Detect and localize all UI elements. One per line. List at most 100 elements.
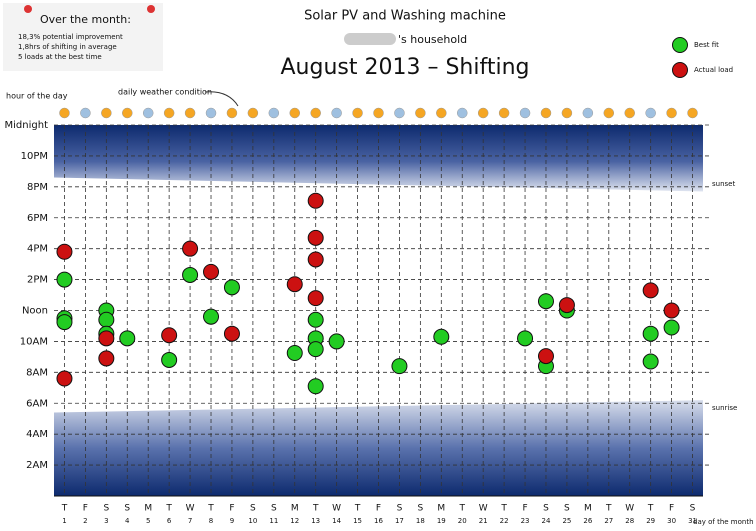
data-point [559,298,574,313]
summary-title: Over the month: [40,13,131,26]
legend-marker [673,63,688,78]
weekday-label: W [332,504,341,514]
y-tick-label: 4AM [26,429,48,440]
x-tick-label: 22 [500,517,509,525]
weather-icon [248,108,258,118]
weekday-label: T [354,504,361,514]
weekday-label: M [584,504,592,514]
weekday-label: M [144,504,152,514]
weather-icon [332,108,342,118]
y-tick-label: 4PM [27,244,48,255]
legend-label: Best fit [694,41,719,49]
data-point [308,230,323,245]
weather-icon [394,108,404,118]
weather-icon [646,108,656,118]
data-point [308,291,323,306]
weekday-label: T [647,504,654,514]
weather-icon [101,108,111,118]
weekday-label: S [564,504,570,514]
y-tick-label: 8PM [27,182,48,193]
weather-icon [457,108,467,118]
data-point [183,241,198,256]
weekday-label: M [291,504,299,514]
x-tick-label: 25 [562,517,571,525]
weekday-label: S [250,504,256,514]
data-point [538,294,553,309]
y-tick-label: 2PM [27,275,48,286]
x-tick-label: 11 [269,517,278,525]
weather-icon [499,108,509,118]
x-tick-label: 13 [311,517,320,525]
weekday-label: T [207,504,214,514]
weekday-label: F [669,504,674,514]
y-tick-label: 10AM [20,336,48,347]
x-tick-label: 6 [167,517,172,525]
weekday-label: F [83,504,88,514]
data-point [538,349,553,364]
weather-icon [688,108,698,118]
weather-icon [164,108,174,118]
data-point [183,267,198,282]
household: 's household [398,33,467,46]
data-point [120,331,135,346]
legend-marker [673,38,688,53]
weather-icon [122,108,132,118]
pin [147,5,155,13]
weekday-label: S [124,504,130,514]
data-point [308,252,323,267]
weekday-label: T [500,504,507,514]
weekday-label: S [103,504,109,514]
weather-icon [290,108,300,118]
weekday-label: S [397,504,403,514]
x-tick-label: 16 [374,517,383,525]
x-tick-label: 18 [416,517,425,525]
data-point [224,326,239,341]
data-point [57,371,72,386]
weekday-label: S [543,504,549,514]
weather-icon [478,108,488,118]
y-tick-label: Midnight [5,120,49,131]
x-tick-label: 12 [290,517,299,525]
summary-line: 5 loads at the best time [18,53,102,61]
data-point [643,354,658,369]
weather-icon [185,108,195,118]
weather-icon [80,108,90,118]
x-tick-label: 14 [332,517,341,525]
x-tick-label: 29 [646,517,655,525]
data-point [643,326,658,341]
weather-icon [227,108,237,118]
weekday-label: F [229,504,234,514]
weather-icon [206,108,216,118]
data-point [287,346,302,361]
weekday-label: T [312,504,319,514]
x-tick-label: 2 [83,517,87,525]
weekday-label: W [186,504,195,514]
weather-icon [269,108,279,118]
x-tick-label: 7 [188,517,192,525]
weather-icon [59,108,69,118]
x-tick-label: 5 [146,517,150,525]
weather-icon [625,108,635,118]
x-tick-label: 30 [667,517,676,525]
weather-icon [374,108,384,118]
data-point [162,352,177,367]
chart: Over the month: 18,3% potential improvem… [0,0,756,531]
x-tick-label: 19 [437,517,446,525]
weather-icon [520,108,530,118]
weekday-label: T [165,504,172,514]
blurred-name [344,33,396,45]
x-tick-label: 23 [521,517,530,525]
data-point [518,331,533,346]
x-tick-label: 27 [604,517,613,525]
weather-icon [667,108,677,118]
data-point [204,309,219,324]
data-point [57,272,72,287]
weather-icon [353,108,363,118]
data-point [308,193,323,208]
data-point [57,315,72,330]
data-point [162,328,177,343]
weekday-label: F [522,504,527,514]
data-point [224,280,239,295]
weekday-label: T [458,504,465,514]
data-point [329,334,344,349]
